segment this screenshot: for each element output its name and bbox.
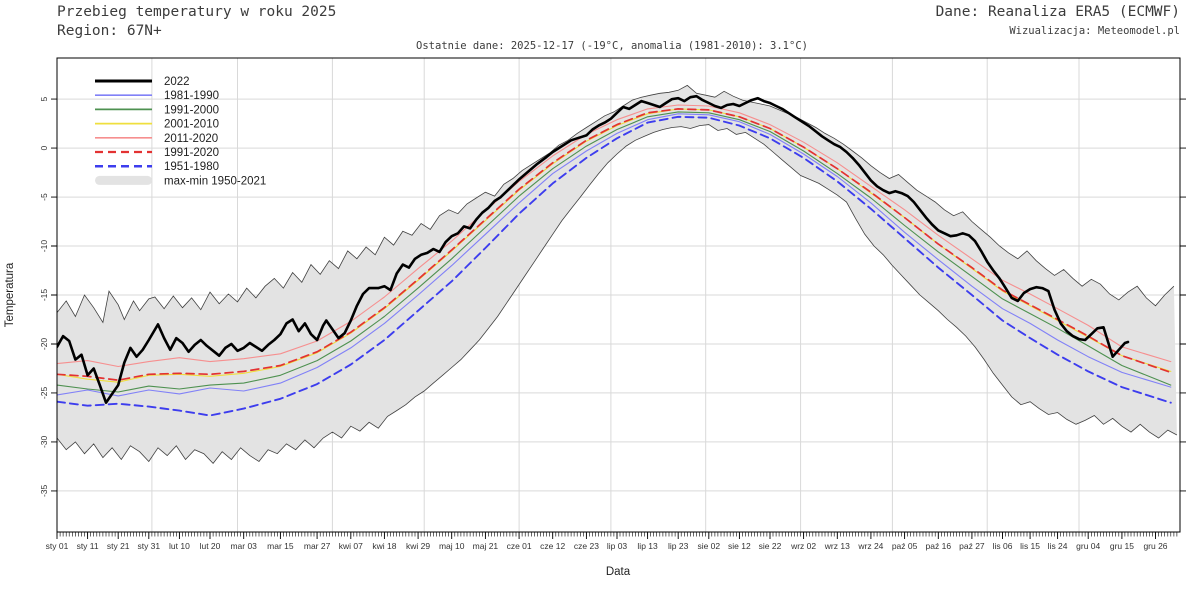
legend-label-max-min 1950-2021: max-min 1950-2021	[164, 175, 266, 187]
x-tick-label: lip 23	[668, 541, 689, 551]
y-axis-title: Temperatura	[4, 262, 16, 328]
page-title: Przebieg temperatury w roku 2025	[57, 4, 337, 20]
x-tick-label: cze 23	[574, 541, 599, 551]
x-tick-label: lis 24	[1048, 541, 1068, 551]
x-tick-label: sty 21	[107, 541, 130, 551]
x-tick-label: kwi 18	[372, 541, 396, 551]
legend-label-1951-1980: 1951-1980	[164, 161, 219, 173]
x-tick-label: mar 03	[230, 541, 257, 551]
x-tick-label: maj 10	[439, 541, 465, 551]
last-data-subtitle: Ostatnie dane: 2025-12-17 (-19°C, anomal…	[416, 40, 808, 52]
x-tick-label: lut 10	[169, 541, 190, 551]
x-tick-label: kwi 07	[339, 541, 363, 551]
series-line-2022	[57, 94, 1130, 405]
axis-major-ticks	[51, 98, 1186, 539]
x-tick-label: wrz 13	[824, 541, 850, 551]
x-tick-label: lip 13	[637, 541, 658, 551]
y-tick-label: 0	[39, 145, 49, 150]
x-tick-label: sie 12	[728, 541, 751, 551]
y-tick-label: -20	[39, 338, 49, 351]
x-axis-title: Data	[605, 566, 631, 578]
legend-label-1991-2000: 1991-2000	[164, 104, 219, 116]
y-tick-label: -15	[39, 289, 49, 302]
legend-label-2011-2020: 2011-2020	[164, 133, 218, 145]
x-tick-label: cze 01	[507, 541, 532, 551]
band-max-line	[57, 84, 1175, 324]
x-tick-label: lip 03	[607, 541, 628, 551]
x-tick-label: maj 21	[473, 541, 499, 551]
region-label: Region: 67N+	[57, 23, 162, 39]
band-min-line	[57, 124, 1178, 465]
visualization-credit: Wizualizacja: Meteomodel.pl	[1009, 25, 1180, 37]
x-tick-label: paź 05	[892, 541, 918, 551]
x-tick-label: gru 15	[1110, 541, 1134, 551]
series-line-1991-2020	[57, 108, 1172, 382]
y-tick-label: -30	[39, 435, 49, 448]
y-tick-label: 5	[39, 96, 49, 101]
data-source-label: Dane: Reanaliza ERA5 (ECMWF)	[935, 4, 1180, 20]
x-tick-label: sty 01	[46, 541, 69, 551]
x-tick-label: mar 27	[304, 541, 331, 551]
x-tick-label: wrz 02	[790, 541, 816, 551]
x-tick-label: mar 15	[267, 541, 294, 551]
series-line-1951-1980	[57, 115, 1172, 417]
series-line-1981-1990	[57, 113, 1172, 397]
plot-layer	[57, 84, 1178, 465]
legend-label-2022: 2022	[164, 76, 190, 88]
x-tick-label: lis 06	[993, 541, 1013, 551]
x-tick-label: wrz 24	[857, 541, 883, 551]
y-tick-label: -25	[39, 387, 49, 400]
legend-swatch-band	[95, 175, 152, 185]
x-tick-label: paź 27	[959, 541, 985, 551]
y-tick-label: -10	[39, 240, 49, 253]
y-tick-label: -35	[39, 484, 49, 497]
legend-label-2001-2010: 2001-2010	[164, 119, 219, 131]
x-tick-label: lis 15	[1020, 541, 1040, 551]
series-line-1991-2000	[57, 111, 1172, 393]
x-tick-label: lut 20	[200, 541, 221, 551]
legend-label-1991-2020: 1991-2020	[164, 147, 219, 159]
x-tick-label: gru 26	[1143, 541, 1167, 551]
x-tick-label: gru 04	[1076, 541, 1100, 551]
band-max-min-fill	[57, 85, 1177, 464]
x-tick-label: sie 02	[697, 541, 720, 551]
series-line-2011-2020	[57, 104, 1172, 368]
x-tick-label: kwi 29	[406, 541, 430, 551]
x-tick-label: sty 31	[137, 541, 160, 551]
x-tick-label: sie 22	[759, 541, 782, 551]
x-tick-label: sty 11	[77, 541, 99, 551]
x-tick-label: paź 16	[926, 541, 952, 551]
legend-label-1981-1990: 1981-1990	[164, 90, 219, 102]
x-tick-label: cze 12	[540, 541, 565, 551]
y-tick-label: -5	[39, 193, 49, 201]
